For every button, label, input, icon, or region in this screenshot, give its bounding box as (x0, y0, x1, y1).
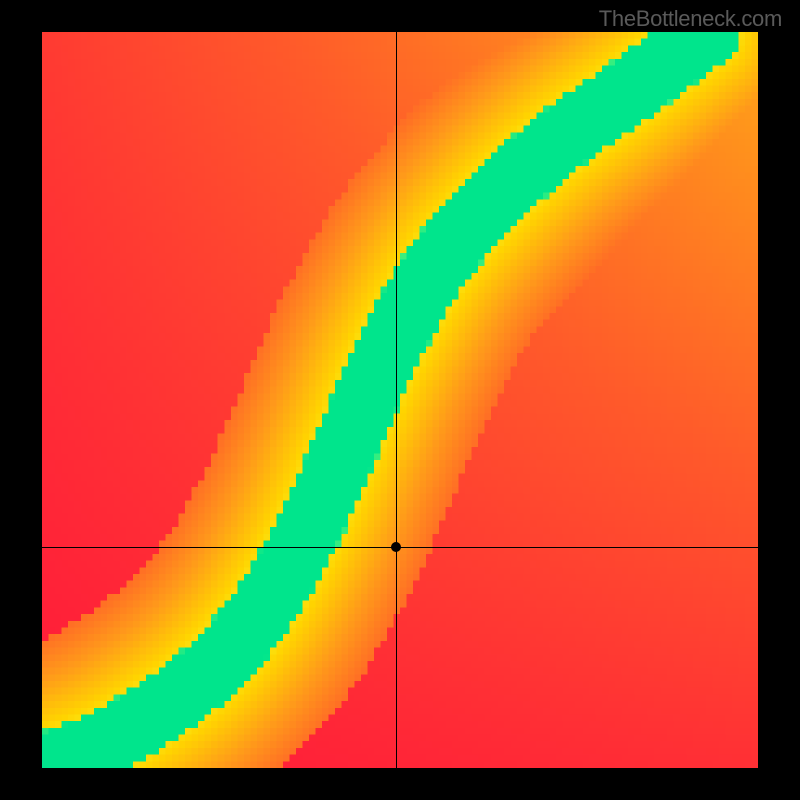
chart-container: TheBottleneck.com (0, 0, 800, 800)
watermark-text: TheBottleneck.com (599, 6, 782, 32)
crosshair-vertical (396, 32, 397, 768)
heatmap-plot (42, 32, 758, 768)
data-point (391, 542, 401, 552)
heatmap-canvas (42, 32, 758, 768)
